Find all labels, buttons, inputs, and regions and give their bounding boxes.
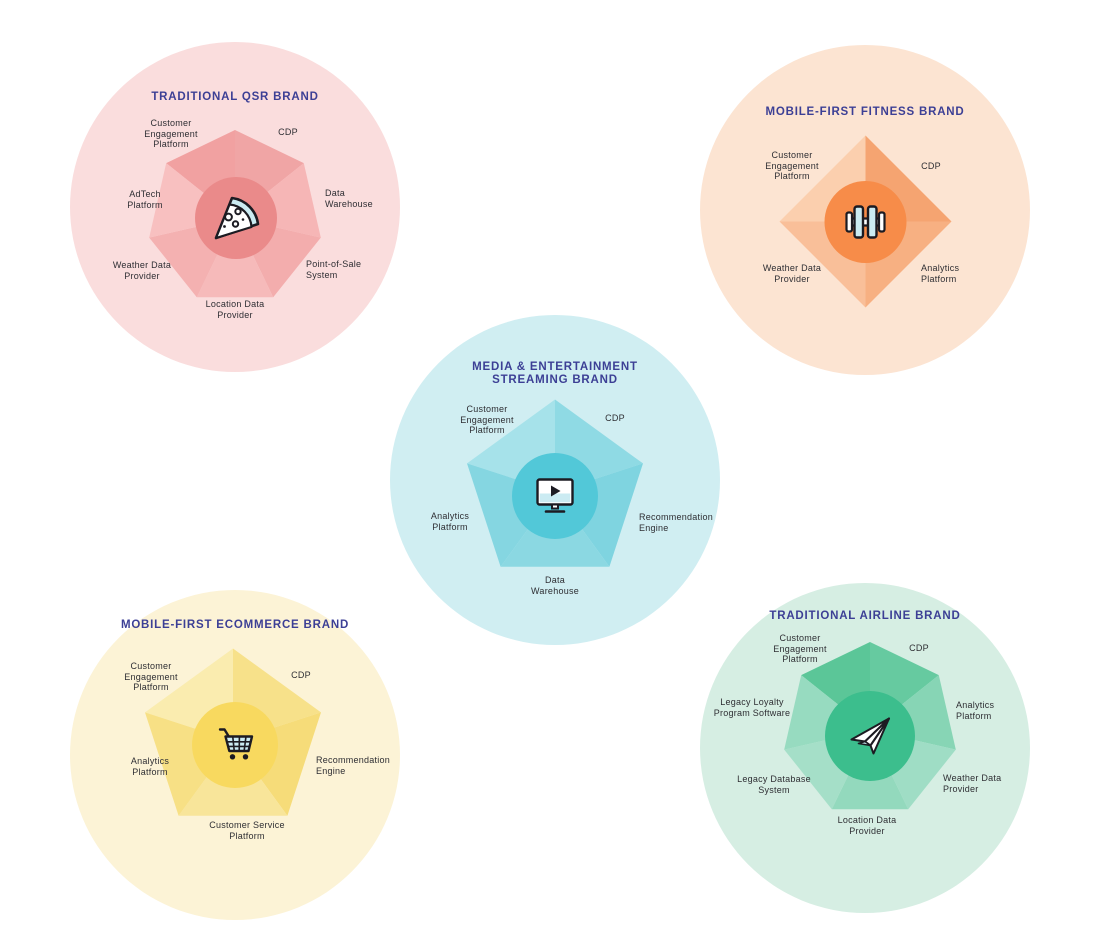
brand-chart-media-entertainment-streaming: MEDIA & ENTERTAINMENT STREAMING BRAND Cu… [390, 315, 720, 645]
chart-title-line: STREAMING BRAND [492, 374, 618, 386]
pepperoni [234, 207, 242, 216]
monitor-neck [551, 503, 559, 510]
axis-label-cdp: CDP [921, 161, 941, 171]
chart-title: MOBILE-FIRST FITNESS BRAND [700, 106, 1030, 119]
chart-title-line: TRADITIONAL QSR BRAND [151, 91, 319, 103]
plane-accent [857, 740, 872, 747]
paper-plane-icon [850, 717, 890, 755]
cart-wheel [242, 754, 249, 760]
brand-chart-mobile-first-fitness: MOBILE-FIRST FITNESS BRAND Customer Engag… [700, 45, 1030, 375]
axis-label-weather-data-provider: Weather Data Provider [112, 260, 172, 281]
axis-label-customer-engagement-platform: Customer Engagement Platform [124, 661, 178, 692]
brand-chart-traditional-airline: TRADITIONAL AIRLINE BRAND Customer Engage… [700, 583, 1030, 913]
monitor-play-icon [536, 478, 574, 513]
axis-label-analytics-platform: Analytics Platform [130, 756, 170, 777]
axis-label-cdp: CDP [605, 413, 625, 423]
fitness-radar-graphic [700, 45, 1030, 375]
dumbbell-weight [866, 205, 878, 239]
chart-title: MOBILE-FIRST ECOMMERCE BRAND [70, 619, 400, 632]
pepperoni [231, 220, 240, 228]
axis-label-analytics-platform: Analytics Platform [921, 263, 960, 284]
axis-label-recommendation-engine: Recommendation Engine [639, 512, 714, 533]
axis-label-adtech-platform: AdTech Platform [127, 189, 163, 210]
qsr-radar-graphic [70, 42, 400, 372]
shopping-cart-icon [218, 728, 254, 760]
axis-label-customer-engagement-platform: Customer Engagement Platform [144, 118, 198, 149]
brand-chart-mobile-first-ecommerce: MOBILE-FIRST ECOMMERCE BRAND Customer Eng… [70, 590, 400, 920]
chart-title-line: MOBILE-FIRST FITNESS BRAND [765, 106, 965, 118]
pepperoni [224, 212, 233, 222]
axis-label-point-of-sale-system: Point-of-Sale System [306, 259, 362, 280]
axis-label-weather-data-provider: Weather Data Provider [943, 773, 1002, 794]
dumbbell-cap [845, 211, 854, 233]
axis-label-cdp: CDP [291, 670, 311, 680]
axis-label-analytics-platform: Analytics Platform [430, 511, 470, 532]
axis-label-cdp: CDP [909, 643, 929, 653]
axis-label-location-data-provider: Location Data Provider [205, 299, 265, 320]
media-radar-graphic [390, 315, 720, 645]
chart-title: MEDIA & ENTERTAINMENT STREAMING BRAND [390, 361, 720, 387]
play-triangle [551, 485, 561, 497]
brand-chart-traditional-qsr: TRADITIONAL QSR BRAND Customer Engagement… [70, 42, 400, 372]
axis-label-analytics-platform: Analytics Platform [956, 700, 995, 721]
axis-label-customer-service-platform: Customer Service Platform [209, 820, 285, 841]
ecommerce-radar-graphic [70, 590, 400, 920]
axis-label-customer-engagement-platform: Customer Engagement Platform [765, 150, 819, 181]
pizza-slice-icon [214, 196, 260, 240]
axis-label-weather-data-provider: Weather Data Provider [762, 263, 822, 284]
dumbbell-icon [845, 205, 886, 239]
cart-handle [218, 728, 230, 738]
cart-wheel [229, 754, 236, 760]
axis-label-customer-engagement-platform: Customer Engagement Platform [460, 404, 514, 435]
chart-title: TRADITIONAL AIRLINE BRAND [700, 610, 1030, 623]
cart-grid-line [243, 736, 247, 751]
axis-label-cdp: CDP [278, 127, 298, 137]
pizza-dot [241, 218, 245, 221]
dumbbell-weight [853, 205, 865, 239]
axis-label-customer-engagement-platform: Customer Engagement Platform [773, 633, 827, 664]
axis-label-data-warehouse: Data Warehouse [531, 575, 579, 596]
dumbbell-cap [877, 211, 886, 233]
pizza-dot [223, 225, 226, 228]
axis-label-location-data-provider: Location Data Provider [837, 815, 897, 836]
axis-label-legacy-loyalty-program-software: Legacy Loyalty Program Software [713, 697, 791, 718]
airline-radar-graphic [700, 583, 1030, 913]
chart-title-line: MOBILE-FIRST ECOMMERCE BRAND [120, 619, 350, 631]
chart-title-line: MEDIA & ENTERTAINMENT [472, 361, 638, 373]
axis-label-data-warehouse: Data Warehouse [325, 188, 373, 209]
plane-body [869, 717, 890, 755]
chart-title-line: TRADITIONAL AIRLINE BRAND [769, 610, 961, 622]
chart-title: TRADITIONAL QSR BRAND [70, 91, 400, 104]
cart-grid-line [232, 736, 235, 751]
screen-band [539, 493, 571, 503]
axis-label-recommendation-engine: Recommendation Engine [316, 755, 391, 776]
axis-label-legacy-database-system: Legacy Database System [737, 774, 811, 795]
